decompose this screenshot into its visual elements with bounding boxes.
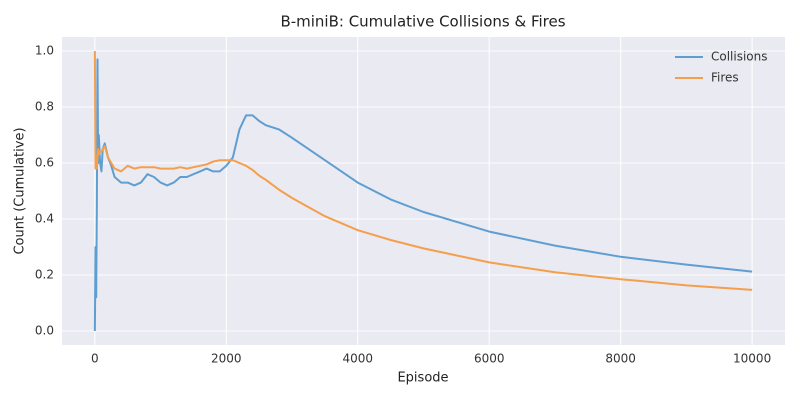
x-tick-label: 4000 <box>342 352 373 366</box>
y-tick-label: 1.0 <box>35 44 54 58</box>
y-tick-label: 0.8 <box>35 100 54 114</box>
x-tick-label: 10000 <box>733 352 771 366</box>
y-tick-label: 0.4 <box>35 212 54 226</box>
x-tick-label: 8000 <box>605 352 636 366</box>
y-axis-label: Count (Cumulative) <box>13 127 28 254</box>
chart-title: B-miniB: Cumulative Collisions & Fires <box>280 13 565 31</box>
y-tick-label: 0.2 <box>35 268 54 282</box>
plot-area <box>62 37 785 345</box>
x-tick-label: 6000 <box>474 352 505 366</box>
x-axis-label: Episode <box>397 371 448 386</box>
x-tick-label: 0 <box>91 352 99 366</box>
x-tick-label: 2000 <box>211 352 242 366</box>
legend-label: Fires <box>711 71 739 85</box>
series-line <box>93 58 753 332</box>
legend-label: Collisions <box>711 50 768 64</box>
y-tick-label: 0.6 <box>35 156 54 170</box>
y-tick-label: 0.0 <box>35 324 54 338</box>
series-line <box>93 50 753 291</box>
